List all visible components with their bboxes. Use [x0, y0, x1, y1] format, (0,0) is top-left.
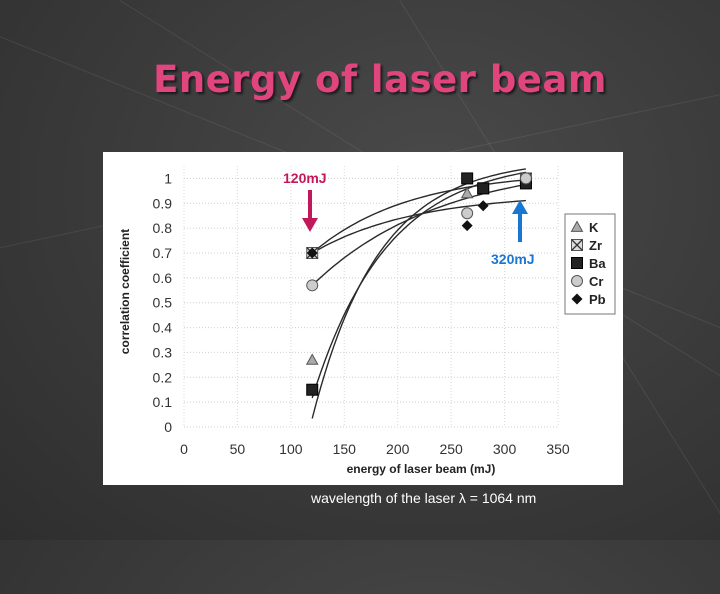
data-point-ba	[477, 182, 490, 195]
y-tick-label: 0.3	[153, 344, 173, 360]
x-axis-label: energy of laser beam (mJ)	[347, 462, 496, 476]
data-point-cr	[306, 279, 319, 292]
y-tick-label: 0.8	[153, 220, 173, 236]
legend-marker-cr	[571, 275, 583, 287]
legend-marker-zr-cross	[571, 239, 583, 251]
legend-label-ba: Ba	[589, 256, 606, 271]
trend-curve-zr	[311, 179, 526, 254]
y-tick-label: 1	[164, 170, 172, 186]
x-tick-label: 300	[493, 441, 517, 457]
y-tick-label: 0.9	[153, 195, 173, 211]
x-tick-label: 200	[386, 441, 410, 457]
chart-svg: 0 0.1 0.2 0.3 0.4 0.5 0.6 0.7 0.8 0.9 1 0 50 100 150 20…	[118, 166, 616, 476]
x-tick-label: 0	[180, 441, 188, 457]
slide-title: Energy of laser beam	[153, 58, 607, 101]
y-tick-label: 0.2	[153, 369, 173, 385]
data-point-pb	[461, 220, 473, 232]
y-tick-label: 0.4	[153, 320, 173, 336]
y-tick-label: 0.1	[153, 394, 173, 410]
legend-label-zr: Zr	[589, 238, 602, 253]
legend-label-cr: Cr	[589, 274, 603, 289]
annotation-320mj: 320mJ	[491, 251, 535, 267]
trend-curve-ba	[311, 168, 527, 419]
y-axis-label: correlation coefficient	[118, 229, 132, 354]
data-point-pb	[306, 247, 318, 259]
y-tick-label: 0	[164, 419, 172, 435]
legend-label-k: K	[589, 220, 599, 235]
arrow-120mj-head	[302, 218, 318, 232]
data-point-ba	[461, 172, 474, 185]
arrow-320mj-head	[512, 200, 528, 214]
data-point-cr	[519, 172, 532, 185]
trend-curve-pb	[311, 199, 526, 254]
x-tick-label: 50	[230, 441, 246, 457]
x-tick-label: 100	[279, 441, 303, 457]
legend-marker-pb	[571, 293, 583, 305]
annotation-120mj: 120mJ	[283, 170, 327, 186]
data-point-pb	[477, 200, 489, 212]
x-tick-label: 350	[546, 441, 570, 457]
data-point-k	[305, 353, 319, 365]
legend-label-pb: Pb	[589, 292, 606, 307]
legend-marker-k	[570, 220, 584, 232]
x-tick-label: 250	[439, 441, 463, 457]
data-point-ba	[306, 383, 319, 396]
x-tick-label: 150	[333, 441, 357, 457]
y-tick-label: 0.7	[153, 245, 173, 261]
trend-curve-cr	[311, 183, 527, 286]
trend-curve-k	[311, 171, 527, 399]
data-point-cr	[461, 207, 474, 220]
slide-caption: wavelength of the laser λ = 1064 nm	[311, 490, 537, 506]
legend-marker-ba	[571, 257, 583, 269]
data-point-k	[460, 186, 474, 199]
y-tick-label: 0.5	[153, 295, 173, 311]
y-tick-label: 0.6	[153, 270, 173, 286]
chart-panel: 0 0.1 0.2 0.3 0.4 0.5 0.6 0.7 0.8 0.9 1 0 50 100 150 20…	[103, 152, 623, 485]
